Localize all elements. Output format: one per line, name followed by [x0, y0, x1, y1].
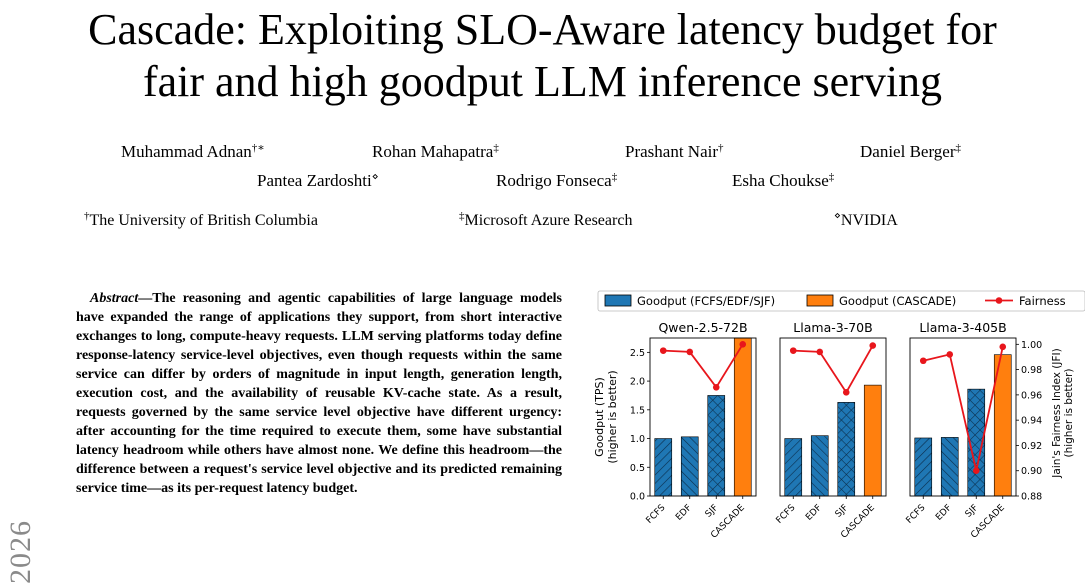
goodput-bar — [707, 395, 726, 497]
goodput-bar — [654, 438, 673, 497]
y-tick-label-left: 2.0 — [630, 377, 645, 388]
fairness-line — [663, 343, 744, 389]
goodput-bar — [837, 402, 856, 497]
author: Prashant Nair† — [625, 142, 724, 161]
panel-frame — [909, 337, 1017, 497]
fairness-point — [659, 347, 667, 354]
panel-title: Llama-3-405B — [919, 320, 1006, 335]
legend-label-fairness: Fairness — [1019, 294, 1066, 308]
y-tick-label-right: 1.00 — [1021, 340, 1042, 351]
y-tick-label-right: 0.98 — [1021, 365, 1042, 376]
panel-frame — [649, 337, 757, 497]
fairness-line — [793, 345, 874, 395]
goodput-bar — [733, 337, 752, 497]
panel-title: Qwen-2.5-72B — [658, 320, 747, 335]
author: Pantea Zardoshti⋄ — [257, 171, 379, 190]
legend-marker-fairness — [995, 297, 1003, 304]
chart-svg: Goodput (FCFS/EDF/SJF) Goodput (CASCADE) F… — [593, 290, 1085, 541]
author: Rohan Mahapatra‡ — [372, 142, 499, 161]
fairness-point — [816, 348, 824, 356]
legend-swatch-baseline — [604, 294, 632, 307]
abstract-text: —The reasoning and agentic capabilities … — [76, 291, 562, 496]
y-axis-title-right-sub: (higher is better) — [1063, 368, 1075, 457]
author: Esha Choukse‡ — [732, 171, 835, 190]
y-tick-label-left: 0.5 — [630, 463, 645, 474]
panel-title: Llama-3-70B — [793, 320, 872, 335]
panel-frame — [779, 337, 887, 497]
chart-legend: Goodput (FCFS/EDF/SJF) Goodput (CASCADE) F… — [597, 290, 1085, 312]
author: Daniel Berger‡ — [860, 142, 962, 161]
x-tick-label: SJF — [704, 503, 721, 520]
goodput-bar — [810, 435, 829, 497]
affiliation: ‡Microsoft Azure Research — [459, 210, 633, 230]
x-tick-label: FCFS — [775, 503, 798, 526]
goodput-bar — [914, 437, 933, 497]
affiliation: ⋄NVIDIA — [834, 210, 898, 230]
fairness-point — [946, 351, 954, 358]
y-tick-label-right: 0.92 — [1021, 441, 1042, 452]
x-tick-label: EDF — [804, 503, 824, 523]
figure-goodput-fairness: Goodput (FCFS/EDF/SJF) Goodput (CASCADE) F… — [589, 286, 1085, 559]
legend-frame — [597, 290, 1085, 312]
y-tick-label-left: 1.0 — [630, 434, 645, 445]
fairness-point — [869, 342, 877, 349]
y-tick-label-left: 2.5 — [630, 348, 645, 359]
affiliation: †The University of British Columbia — [84, 210, 318, 230]
fairness-point — [686, 348, 694, 356]
y-tick-label-right: 0.90 — [1021, 466, 1042, 477]
goodput-bar — [863, 384, 882, 497]
side-year-stamp: 2026 — [4, 520, 37, 584]
abstract: Abstract—The reasoning and agentic capab… — [76, 289, 562, 498]
fairness-line — [923, 346, 1004, 471]
x-tick-label: SJF — [834, 503, 851, 520]
goodput-bar — [940, 437, 959, 497]
legend-label-baseline: Goodput (FCFS/EDF/SJF) — [637, 294, 775, 308]
title-line-2: fair and high goodput LLM inference serv… — [142, 57, 943, 106]
author: Rodrigo Fonseca‡ — [496, 171, 618, 190]
title-line-1: Cascade: Exploiting SLO-Aware latency bu… — [88, 5, 997, 54]
y-axis-title-right: Jain's Fairness Index (JFI) — [1051, 348, 1063, 478]
fairness-point — [789, 347, 797, 354]
y-axis-title-left: Goodput (TPS) — [593, 377, 606, 457]
author: Muhammad Adnan†∗ — [121, 142, 265, 161]
y-tick-label-right: 0.94 — [1021, 416, 1042, 427]
x-tick-label: FCFS — [905, 503, 928, 526]
y-tick-label-left: 1.5 — [630, 405, 645, 416]
x-tick-label: EDF — [934, 503, 954, 523]
legend-label-cascade: Goodput (CASCADE) — [839, 294, 956, 308]
fairness-point — [712, 383, 720, 391]
goodput-bar — [784, 438, 803, 497]
fairness-point — [739, 341, 747, 348]
y-tick-label-left: 0.0 — [630, 492, 645, 503]
abstract-lead: Abstract — [90, 291, 139, 306]
legend-swatch-cascade — [806, 294, 834, 307]
x-tick-label: EDF — [674, 503, 694, 523]
x-tick-label: SJF — [964, 503, 981, 520]
x-tick-label: FCFS — [645, 503, 668, 526]
y-tick-label-right: 0.88 — [1021, 492, 1042, 503]
y-axis-title-left-sub: (higher is better) — [606, 370, 619, 463]
fairness-point — [999, 343, 1007, 351]
fairness-point — [919, 357, 927, 365]
paper-title: Cascade: Exploiting SLO-Aware latency bu… — [0, 4, 1085, 108]
y-tick-label-right: 0.96 — [1021, 390, 1042, 401]
fairness-point — [972, 467, 980, 475]
fairness-point — [842, 389, 850, 396]
goodput-bar — [680, 436, 699, 497]
